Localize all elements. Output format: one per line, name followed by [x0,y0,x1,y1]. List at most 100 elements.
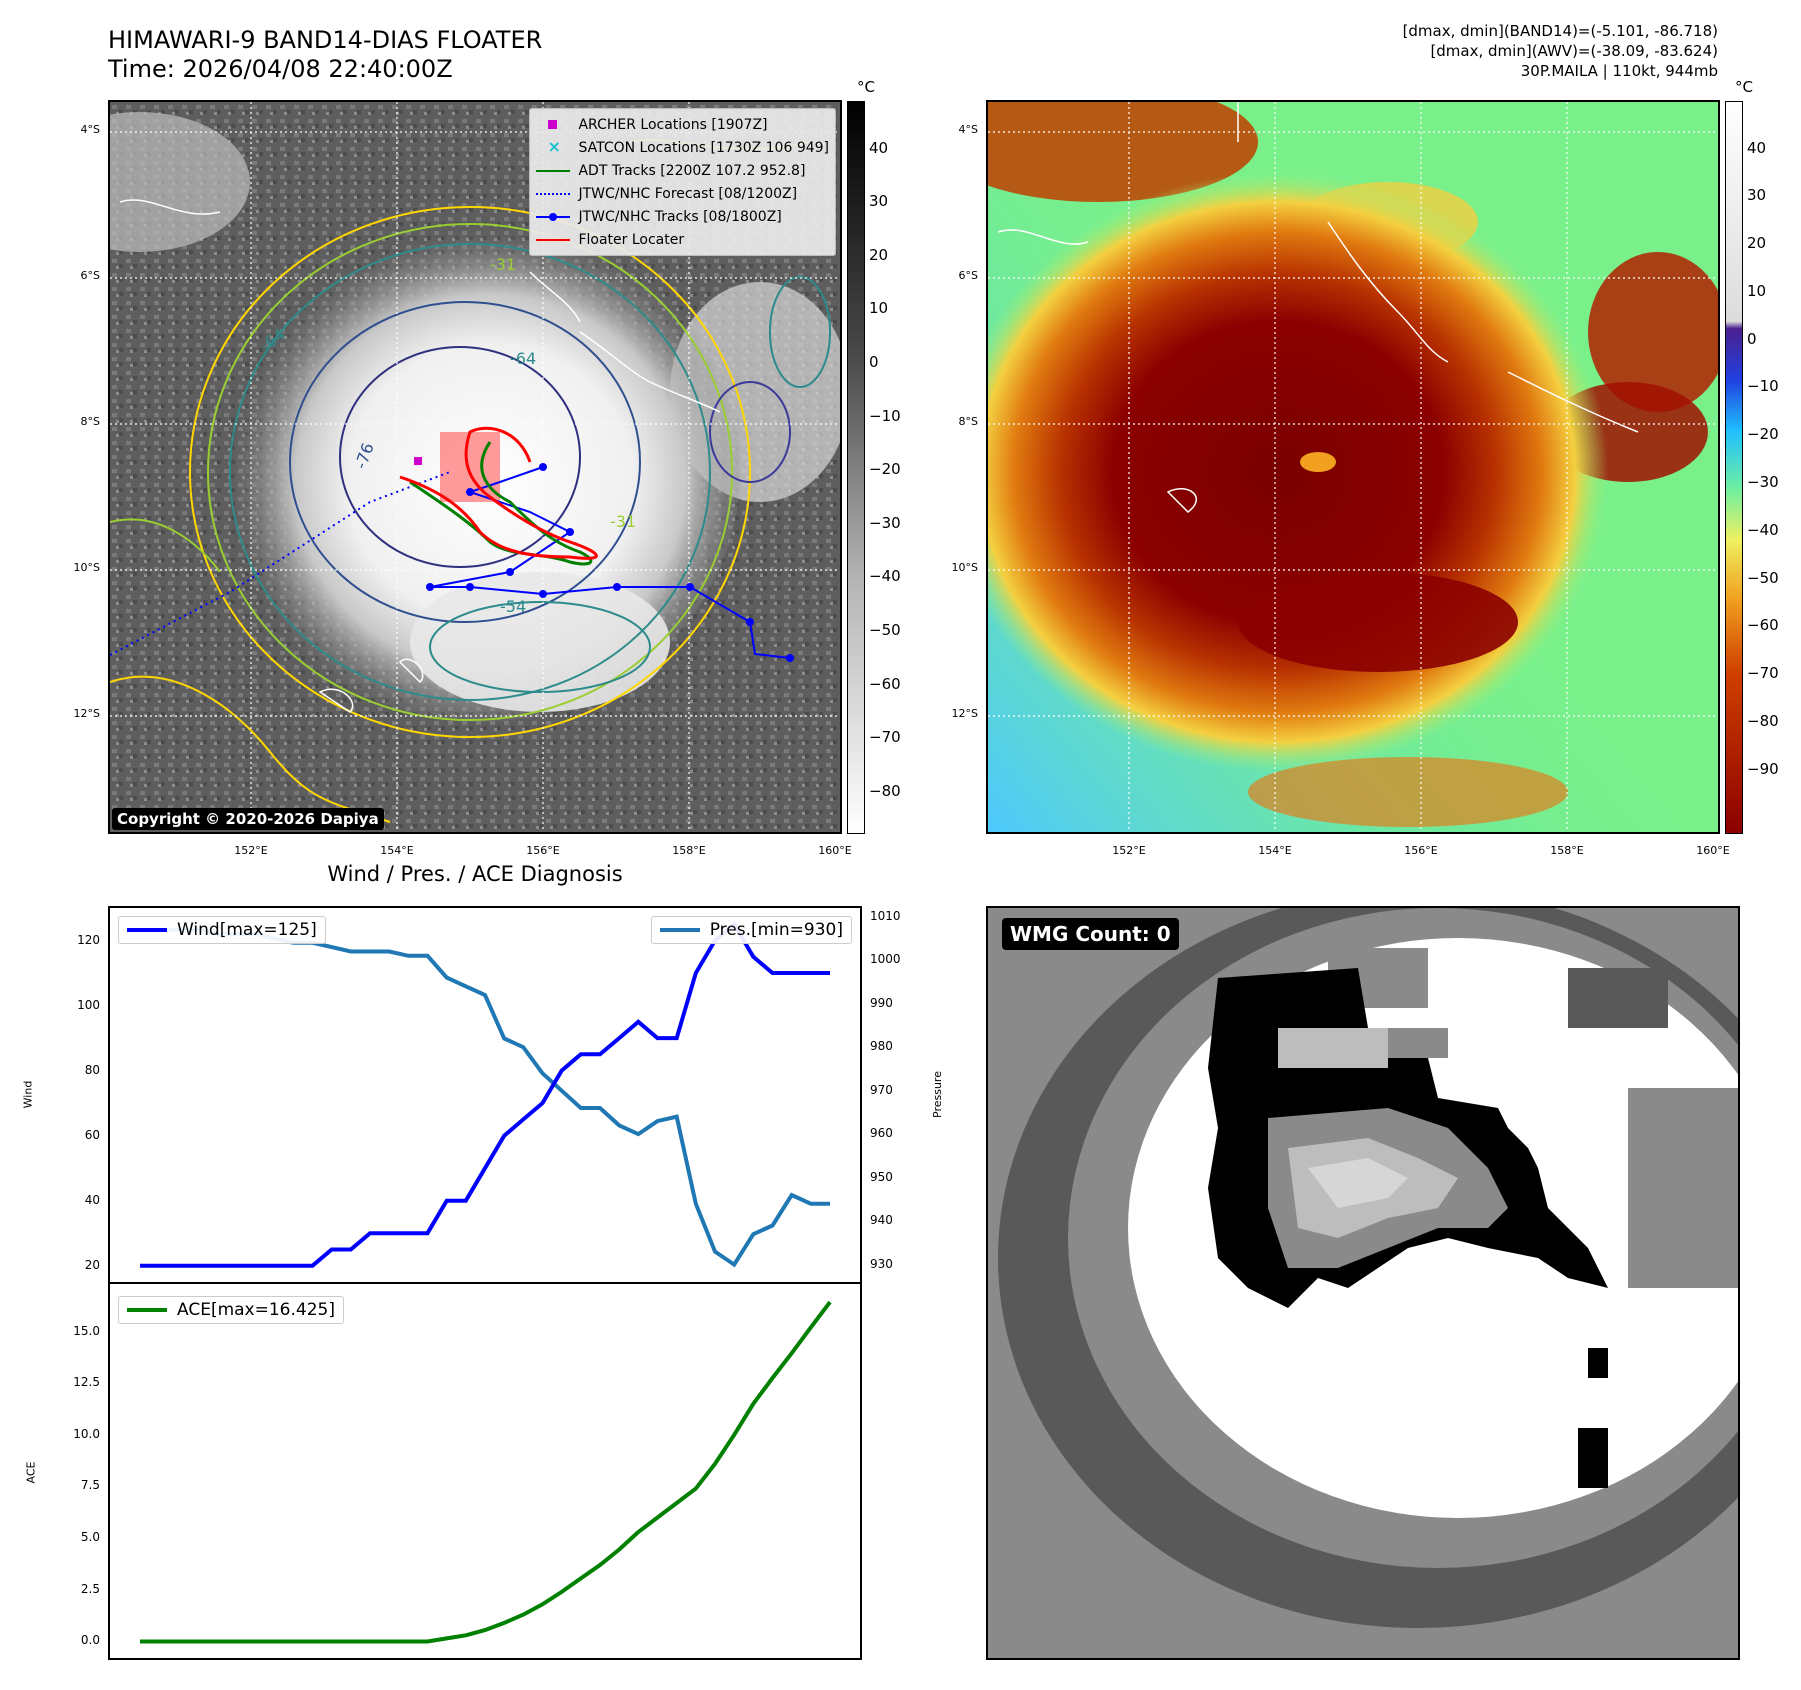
colorbar-tick-label: −70 [869,728,901,747]
lat-label: 6°S [958,269,978,282]
legend-item-jtwc-forecast: JTWC/NHC Forecast [08/1200Z] [536,182,829,205]
lat-label: 8°S [80,415,100,428]
diagnosis-title: Wind / Pres. / ACE Diagnosis [327,862,623,886]
colorbar-tick-label: −20 [1747,425,1779,444]
jtwc-forecast-line [110,471,451,656]
colorbar-tick-label: −50 [1747,568,1779,587]
colorbar-tick-label: −40 [1747,520,1779,539]
color-ir-map-panel [986,100,1720,834]
legend-item-jtwc-tracks: JTWC/NHC Tracks [08/1800Z] [536,205,829,228]
colorbar-tick-label: −50 [869,620,901,639]
axis-tick-label: 990 [870,995,893,1010]
wind-pressure-chart: Wind[max=125] Pres.[min=930] [108,906,862,1284]
colorbar-tick-label: 10 [869,299,889,318]
colorbar-tick-label: 0 [869,352,879,371]
figure-time: Time: 2026/04/08 22:40:00Z [108,55,453,83]
wind-line-icon [127,928,167,932]
lon-label: 158°E [672,844,706,857]
gray-colorbar [847,101,865,834]
axis-tick-label: 980 [870,1039,893,1054]
lat-label: 8°S [958,415,978,428]
pressure-line-icon [659,928,700,932]
colorbar-tick-label: −60 [1747,616,1779,635]
contour-label: -54 [500,597,526,616]
pressure-legend: Pres.[min=930] [650,916,852,944]
lon-label: 158°E [1550,844,1584,857]
lon-label: 160°E [818,844,852,857]
axis-tick-label: 960 [870,1126,893,1141]
lat-label: 4°S [958,123,978,136]
colorbar-tick-label: 40 [869,138,889,157]
axis-tick-label: 1000 [870,952,901,967]
wind-pressure-plot [140,921,830,1268]
lon-label: 156°E [1404,844,1438,857]
axis-tick-label: 2.5 [80,1581,100,1596]
axis-tick-label: 20 [84,1257,100,1272]
axis-tick-label: 40 [84,1192,100,1207]
figure-title: HIMAWARI-9 BAND14-DIAS FLOATER [108,26,543,54]
lon-label: 152°E [1112,844,1146,857]
lat-label: 12°S [73,707,100,720]
contour-label: -31 [610,512,636,531]
cold-cloud-patch [1588,252,1718,412]
info-awv: [dmax, dmin](AWV)=(-38.09, -83.624) [1430,42,1718,60]
axis-tick-label: 1010 [870,908,901,923]
lat-label: 12°S [951,707,978,720]
axis-tick-label: 10.0 [73,1426,100,1441]
square-marker-icon [536,119,570,131]
colorbar-tick-label: −20 [869,460,901,479]
colorbar-tick-label: −80 [869,781,901,800]
lon-label: 160°E [1696,844,1730,857]
dotted-line-icon [536,188,571,200]
wind-legend: Wind[max=125] [118,916,326,944]
jtwc-track [426,463,794,662]
axis-tick-label: 930 [870,1256,893,1271]
colorbar-tick-label: 30 [1747,186,1767,205]
colorbar-tick-label: −90 [1747,759,1779,778]
info-band14: [dmax, dmin](BAND14)=(-5.101, -86.718) [1402,22,1718,40]
line-dot-icon [536,211,571,223]
ace-legend: ACE[max=16.425] [118,1296,344,1324]
ace-chart: ACE[max=16.425] [108,1282,862,1660]
lon-label: 154°E [1258,844,1292,857]
colorbar-tick-label: −60 [869,674,901,693]
colorbar-tick-label: 40 [1747,138,1767,157]
colorbar-tick-label: −70 [1747,664,1779,683]
lon-label: 154°E [380,844,414,857]
ace-plot [140,1300,832,1644]
contour-label: -31 [490,255,516,274]
wmg-map [988,908,1738,1658]
wmg-panel: WMG Count: 0 [986,906,1740,1660]
cold-band [1238,572,1518,672]
colorbar-tick-label: −10 [869,406,901,425]
lon-label: 152°E [234,844,268,857]
lat-label: 6°S [80,269,100,282]
legend-item-satcon: × SATCON Locations [1730Z 106 949] [536,136,829,159]
axis-tick-label: 970 [870,1082,893,1097]
contour-label: -64 [510,349,536,368]
cold-cloud-patch [988,102,1258,202]
lat-label: 10°S [73,561,100,574]
wmg-count-label: WMG Count: 0 [1002,918,1179,950]
lat-label: 10°S [951,561,978,574]
colorbar-tick-label: 20 [869,245,889,264]
colorbar-tick-label: −30 [1747,473,1779,492]
pressure-series-line [140,927,830,1268]
axis-tick-label: 60 [84,1127,100,1142]
legend-item-archer: ARCHER Locations [1907Z] [536,113,829,136]
line-marker-icon [536,234,571,246]
colorbar-unit: °C [857,78,875,96]
ace-line-icon [127,1308,167,1312]
colorbar-tick-label: 20 [1747,234,1767,253]
color-ir-map [988,102,1718,832]
line-marker-icon [536,165,571,177]
floater-track [399,426,598,560]
colorbar-tick-label: −40 [869,567,901,586]
colorbar-tick-label: −30 [869,513,901,532]
colorbar-unit: °C [1735,78,1753,96]
wind-series-line [140,921,830,1268]
colorbar-tick-label: 0 [1747,329,1757,348]
pressure-axis-label: Pressure [930,1071,944,1118]
wind-axis-label: Wind [21,1080,35,1109]
colorbar-tick-label: −10 [1747,377,1779,396]
